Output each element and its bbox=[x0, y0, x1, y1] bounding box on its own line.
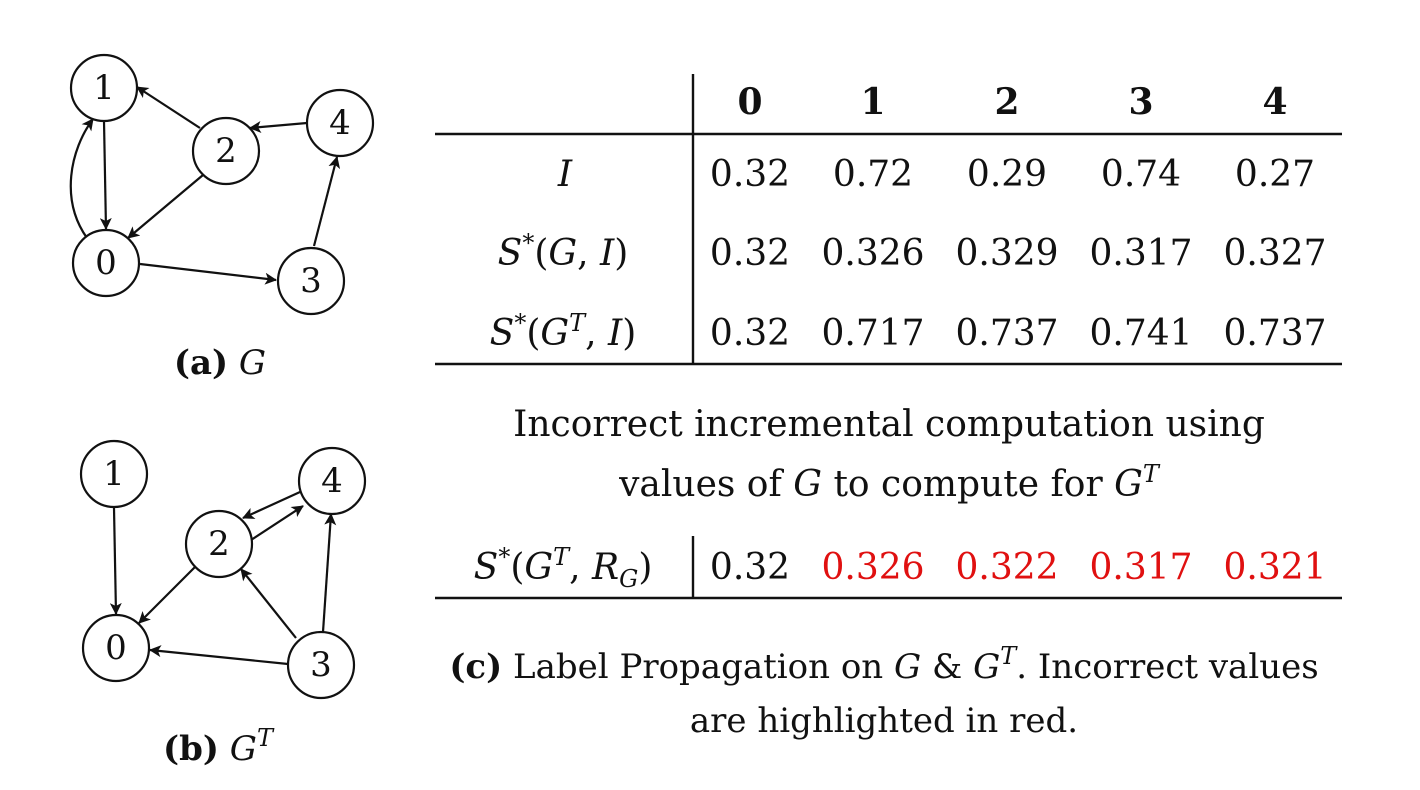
graph-g-node-1: 1 bbox=[69, 53, 139, 123]
incremental-cell: 0.317 bbox=[1089, 547, 1192, 588]
edge-g-0-3 bbox=[139, 262, 277, 285]
incremental-cell: 0.32 bbox=[710, 547, 790, 588]
row-label-i: I bbox=[557, 154, 573, 195]
graph-gt-node-4: 4 bbox=[297, 446, 367, 516]
graph-gt-node-0: 0 bbox=[81, 613, 151, 683]
table-cell: 0.737 bbox=[955, 313, 1058, 354]
svg-text:1: 1 bbox=[93, 68, 115, 108]
edge-gt-2-0 bbox=[138, 565, 197, 624]
incremental-cell: 0.321 bbox=[1223, 547, 1326, 588]
svg-text:4: 4 bbox=[329, 103, 351, 143]
column-header: 3 bbox=[1128, 81, 1153, 123]
column-header: 4 bbox=[1262, 81, 1287, 123]
column-header: 2 bbox=[994, 81, 1019, 123]
svg-text:0: 0 bbox=[95, 243, 117, 283]
edge-gt-3-0 bbox=[149, 645, 289, 666]
graph-gt-node-1: 1 bbox=[79, 439, 149, 509]
caption-a: (a) G bbox=[174, 343, 266, 383]
svg-text:3: 3 bbox=[300, 261, 322, 301]
edge-g-2-1 bbox=[136, 86, 201, 129]
edge-g-4-2 bbox=[249, 121, 308, 134]
incremental-cell: 0.326 bbox=[821, 547, 924, 588]
graph-gt-node-3: 3 bbox=[286, 630, 356, 700]
incremental-cell: 0.322 bbox=[955, 547, 1058, 588]
column-header: 0 bbox=[737, 81, 762, 123]
table-cell: 0.317 bbox=[1089, 233, 1192, 274]
svg-text:1: 1 bbox=[103, 454, 125, 494]
row-label-s-gt-i: S*(GT, I) bbox=[490, 309, 637, 354]
caption-b: (b) GT bbox=[163, 724, 275, 769]
table-cell: 0.329 bbox=[955, 233, 1058, 274]
svg-text:2: 2 bbox=[208, 524, 230, 564]
graph-g-node-4: 4 bbox=[305, 88, 375, 158]
svg-text:2: 2 bbox=[215, 131, 237, 171]
table-cell: 0.741 bbox=[1089, 313, 1192, 354]
edge-g-1-0 bbox=[99, 120, 112, 230]
edge-gt-3-4 bbox=[321, 513, 337, 633]
table-cell: 0.74 bbox=[1101, 154, 1181, 195]
caption-c-line1: (c) Label Propagation on G & GT. Incorre… bbox=[449, 642, 1318, 687]
graph-gt: 1 4 2 0 3 (b) GT bbox=[79, 439, 367, 769]
edge-g-2-0 bbox=[127, 174, 204, 239]
row-label-s-g-i: S*(G, I) bbox=[498, 229, 629, 274]
table-cell: 0.32 bbox=[710, 154, 790, 195]
edge-g-3-4 bbox=[312, 156, 341, 247]
edge-gt-4-2 bbox=[242, 490, 301, 520]
incremental-note-line1: Incorrect incremental computation using bbox=[513, 404, 1265, 445]
table-cell: 0.29 bbox=[967, 154, 1047, 195]
edge-gt-2-4 bbox=[250, 505, 304, 541]
edge-g-0-1 bbox=[69, 118, 94, 239]
incremental-note-line2: values of G to compute for GT bbox=[618, 460, 1161, 505]
svg-text:4: 4 bbox=[321, 461, 343, 501]
row-label-s-gt-rg: S*(GT, RG) bbox=[474, 543, 653, 593]
table-cell: 0.27 bbox=[1235, 154, 1315, 195]
caption-c-line2: are highlighted in red. bbox=[690, 701, 1078, 741]
edge-gt-1-0 bbox=[109, 507, 122, 615]
table-cell: 0.737 bbox=[1223, 313, 1326, 354]
table-cell: 0.32 bbox=[710, 233, 790, 274]
table-cell: 0.32 bbox=[710, 313, 790, 354]
table-cell: 0.327 bbox=[1223, 233, 1326, 274]
table-cell: 0.72 bbox=[833, 154, 913, 195]
svg-text:3: 3 bbox=[310, 645, 332, 685]
table-cell: 0.717 bbox=[821, 313, 924, 354]
column-header: 1 bbox=[860, 81, 885, 123]
results-table: 0 1 2 3 4 I 0.32 0.72 0.29 0.74 0.27 S*(… bbox=[435, 74, 1342, 741]
graph-g-node-2: 2 bbox=[191, 116, 261, 186]
svg-text:0: 0 bbox=[105, 628, 127, 668]
graph-gt-node-2: 2 bbox=[184, 509, 254, 579]
graph-g-node-0: 0 bbox=[71, 228, 141, 298]
graph-g: 1 2 4 0 3 (a) G bbox=[69, 53, 375, 383]
graph-g-node-3: 3 bbox=[276, 246, 346, 316]
edge-gt-3-2 bbox=[240, 568, 297, 639]
table-cell: 0.326 bbox=[821, 233, 924, 274]
